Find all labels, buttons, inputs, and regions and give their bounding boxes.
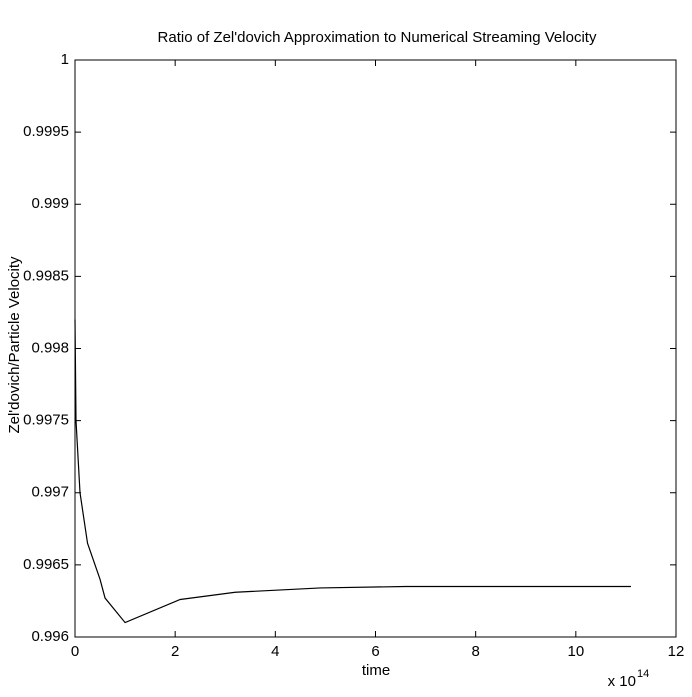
x-exponent: 14	[637, 668, 649, 680]
y-axis-label: Zel'dovich/Particle Velocity	[6, 256, 23, 434]
y-tick-label: 0.9995	[23, 123, 69, 140]
y-tick-label: 0.996	[31, 628, 69, 645]
x-axis-label: time	[362, 662, 390, 679]
x-multiplier: x 10	[608, 673, 636, 690]
chart-title: Ratio of Zel'dovich Approximation to Num…	[158, 29, 597, 46]
x-tick-label: 8	[471, 643, 479, 660]
y-tick-label: 0.9975	[23, 412, 69, 429]
y-tick-label: 0.999	[31, 195, 69, 212]
data-line	[74, 319, 631, 624]
y-tick-label: 0.9965	[23, 556, 69, 573]
x-tick-label: 10	[567, 643, 584, 660]
x-tick-label: 0	[71, 643, 79, 660]
y-tick-label: 1	[61, 51, 69, 68]
plot-frame	[74, 59, 677, 638]
y-tick-label: 0.997	[31, 484, 69, 501]
x-tick-label: 2	[171, 643, 179, 660]
y-tick-label: 0.998	[31, 339, 69, 356]
x-tick-label: 4	[271, 643, 279, 660]
x-tick-label: 6	[371, 643, 379, 660]
x-tick-label: 12	[668, 643, 685, 660]
y-tick-label: 0.9985	[23, 267, 69, 284]
